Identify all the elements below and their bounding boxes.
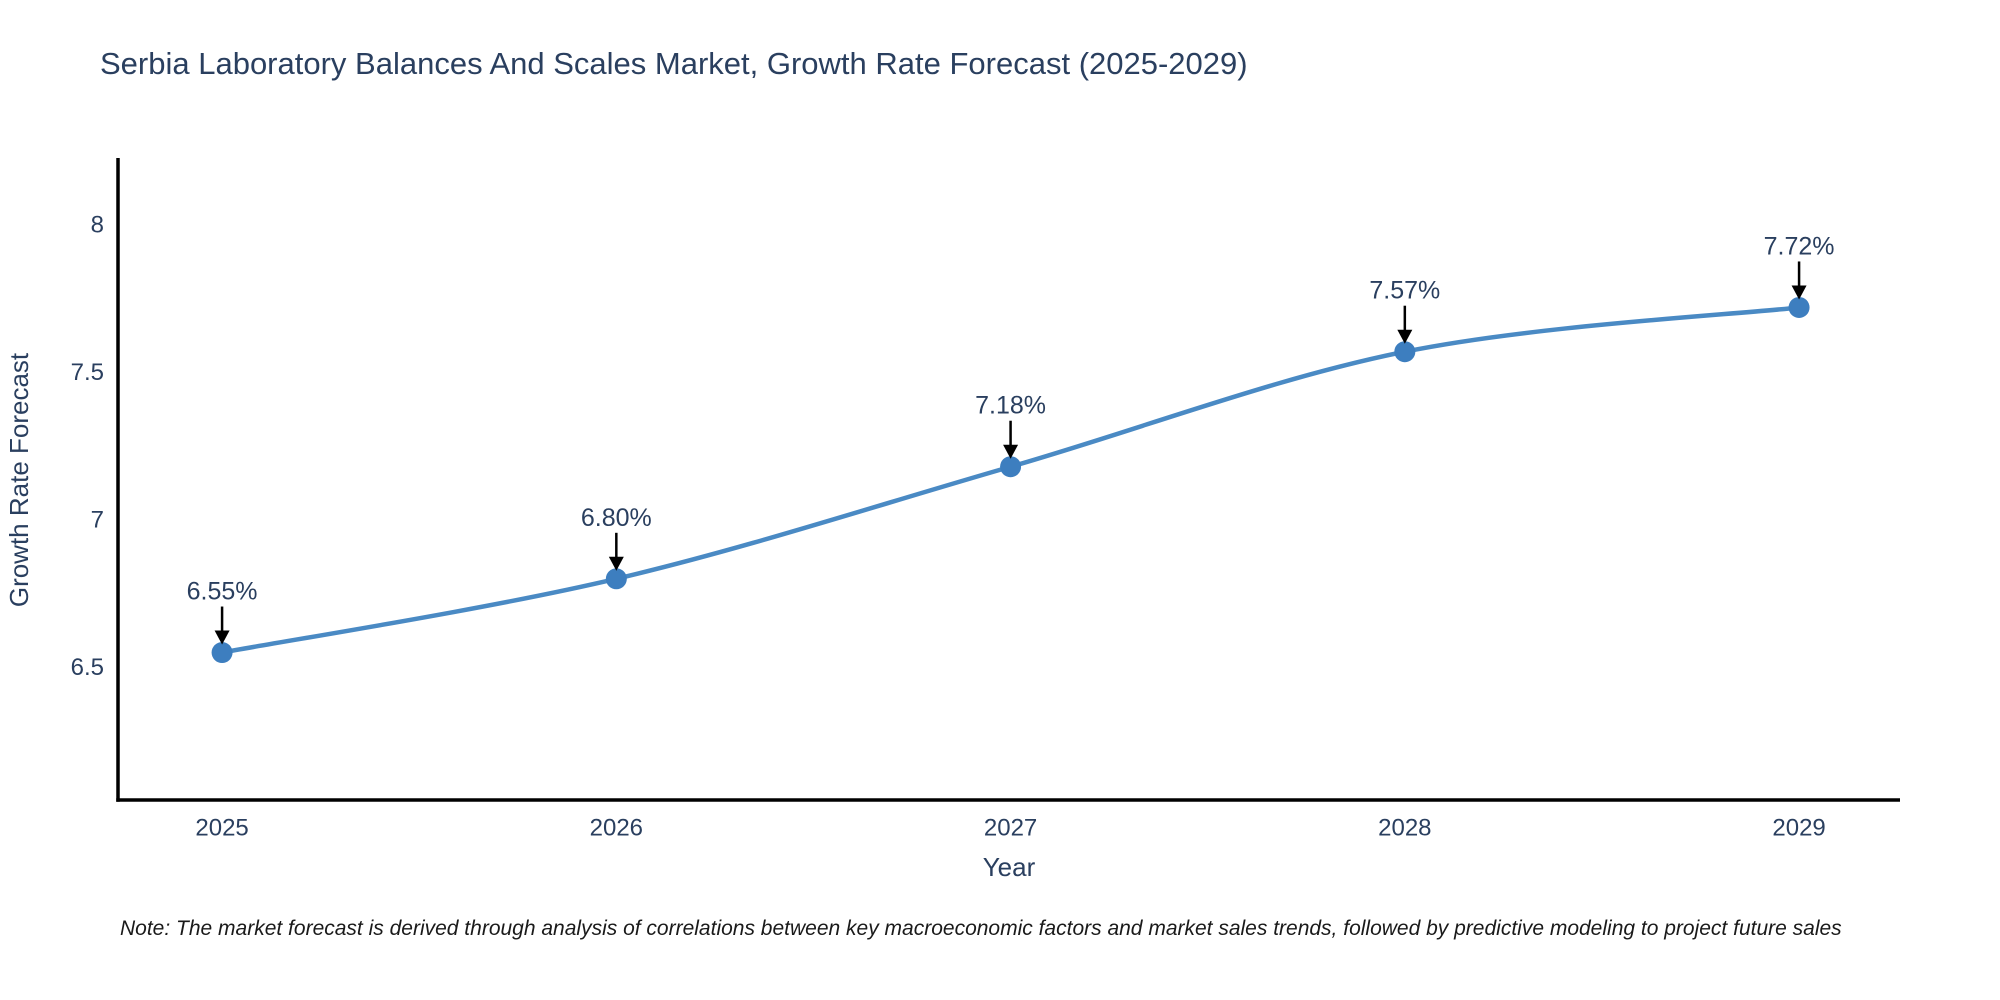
chart-footnote: Note: The market forecast is derived thr… <box>120 917 1842 940</box>
annotation-label: 7.72% <box>1764 232 1835 260</box>
x-tick-label: 2027 <box>984 815 1037 842</box>
y-axis-title: Growth Rate Forecast <box>4 352 34 607</box>
forecast-line <box>219 305 1802 655</box>
annotation-arrowhead <box>1003 444 1019 459</box>
y-tick-label: 7 <box>91 506 104 533</box>
annotation-label: 7.18% <box>975 392 1046 420</box>
x-tick-label: 2026 <box>590 815 643 842</box>
y-tick-label: 8 <box>91 211 104 238</box>
x-tick-label: 2029 <box>1772 815 1825 842</box>
annotation-label: 6.80% <box>581 504 652 532</box>
data-point-marker <box>1788 296 1810 318</box>
annotation-arrowhead <box>1791 285 1807 300</box>
annotation-arrowhead <box>1397 329 1413 344</box>
x-tick-label: 2025 <box>195 815 248 842</box>
x-axis-title: Year <box>983 852 1036 882</box>
chart-title: Serbia Laboratory Balances And Scales Ma… <box>100 46 1248 81</box>
data-point-marker <box>1394 341 1416 363</box>
annotation-arrowhead <box>608 556 624 571</box>
y-tick-label: 7.5 <box>71 359 104 386</box>
data-point-marker <box>605 568 627 590</box>
annotation-label: 6.55% <box>187 578 258 606</box>
data-point-marker <box>1000 456 1022 478</box>
annotation-label: 7.57% <box>1369 277 1440 305</box>
data-point-marker <box>211 642 233 664</box>
y-tick-label: 6.5 <box>71 654 104 681</box>
x-tick-label: 2028 <box>1378 815 1431 842</box>
annotation-arrowhead <box>214 630 230 645</box>
